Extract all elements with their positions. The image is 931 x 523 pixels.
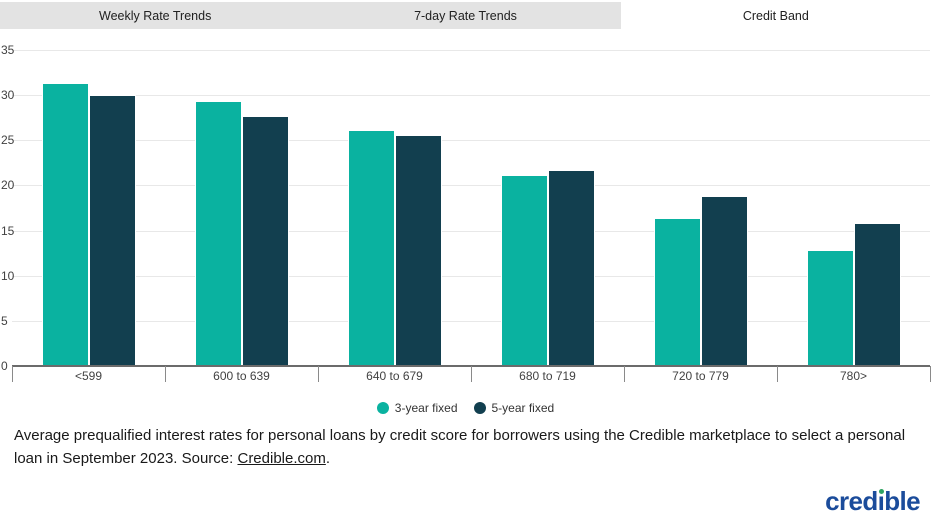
gridline bbox=[12, 140, 930, 142]
caption-suffix: . bbox=[325, 450, 331, 467]
y-axis-label: 10 bbox=[1, 268, 15, 283]
x-axis-label-<599: <599 bbox=[74, 369, 103, 383]
bar-5-year-600 to 639 bbox=[241, 115, 289, 366]
bar-5-year-720 to 779 bbox=[700, 196, 748, 366]
logo-text-i: ı bbox=[877, 486, 885, 516]
tab-bar: Weekly Rate Trends 7-day Rate Trends Cre… bbox=[0, 2, 931, 29]
chart-legend: 3-year fixed 5-year fixed bbox=[0, 401, 931, 415]
bar-5-year-<599 bbox=[88, 95, 136, 366]
bar-3-year-720 to 779 bbox=[653, 217, 701, 366]
x-axis-tick bbox=[165, 366, 166, 382]
y-axis-label: 20 bbox=[1, 178, 15, 193]
bar-3-year-640 to 679 bbox=[347, 130, 395, 366]
y-axis-label: 30 bbox=[1, 88, 15, 103]
gridline bbox=[12, 185, 930, 187]
gridline bbox=[12, 95, 930, 97]
x-axis-tick bbox=[624, 366, 625, 382]
tab-credit-band[interactable]: Credit Band bbox=[620, 2, 931, 29]
y-axis-label: 25 bbox=[1, 133, 15, 148]
x-axis-label-720 to 779: 720 to 779 bbox=[672, 369, 729, 383]
y-axis-label: 5 bbox=[1, 313, 8, 328]
bar-3-year-680 to 719 bbox=[500, 175, 548, 366]
x-axis-label-640 to 679: 640 to 679 bbox=[366, 369, 423, 383]
x-axis-label-780>: 780> bbox=[839, 369, 868, 383]
x-axis-label-680 to 719: 680 to 719 bbox=[519, 369, 576, 383]
x-axis-tick bbox=[471, 366, 472, 382]
logo-text-pre: cred bbox=[825, 486, 878, 516]
y-axis-label: 0 bbox=[1, 359, 8, 373]
tab-7-day-rate-trends[interactable]: 7-day Rate Trends bbox=[414, 8, 517, 23]
y-axis-label: 35 bbox=[1, 43, 15, 57]
bar-3-year-600 to 639 bbox=[194, 101, 242, 366]
bar-5-year-780> bbox=[853, 223, 901, 366]
bar-5-year-640 to 679 bbox=[394, 134, 442, 366]
legend-label-3-year: 3-year fixed bbox=[394, 401, 458, 415]
x-axis-label-600 to 639: 600 to 639 bbox=[213, 369, 270, 383]
tab-weekly-rate-trends[interactable]: Weekly Rate Trends bbox=[99, 8, 212, 23]
caption: Average prequalified interest rates for … bbox=[14, 424, 920, 470]
legend-dot-5-year-icon bbox=[473, 402, 486, 414]
gridline bbox=[12, 320, 930, 322]
y-axis-label: 15 bbox=[1, 223, 15, 238]
gridline bbox=[12, 275, 930, 277]
caption-text: Average prequalified interest rates for … bbox=[14, 427, 906, 467]
x-axis-tick bbox=[777, 366, 778, 382]
x-axis-tick bbox=[12, 366, 13, 382]
gridline bbox=[12, 50, 930, 51]
legend-item-5-year-fixed[interactable]: 5-year fixed bbox=[473, 401, 555, 415]
x-axis-tick bbox=[318, 366, 319, 382]
bar-5-year-680 to 719 bbox=[547, 170, 595, 366]
source-link[interactable]: Credible.com bbox=[237, 450, 326, 467]
legend-label-5-year: 5-year fixed bbox=[491, 401, 555, 415]
logo-text-post: ble bbox=[884, 486, 920, 516]
legend-dot-3-year-icon bbox=[376, 402, 389, 414]
bar-3-year-780> bbox=[806, 250, 854, 366]
logo-i-dot-icon bbox=[878, 489, 884, 494]
gridline bbox=[12, 230, 930, 232]
credible-logo: credı ble bbox=[825, 486, 921, 516]
bar-3-year-<599 bbox=[41, 83, 89, 366]
legend-item-3-year-fixed[interactable]: 3-year fixed bbox=[376, 401, 458, 415]
